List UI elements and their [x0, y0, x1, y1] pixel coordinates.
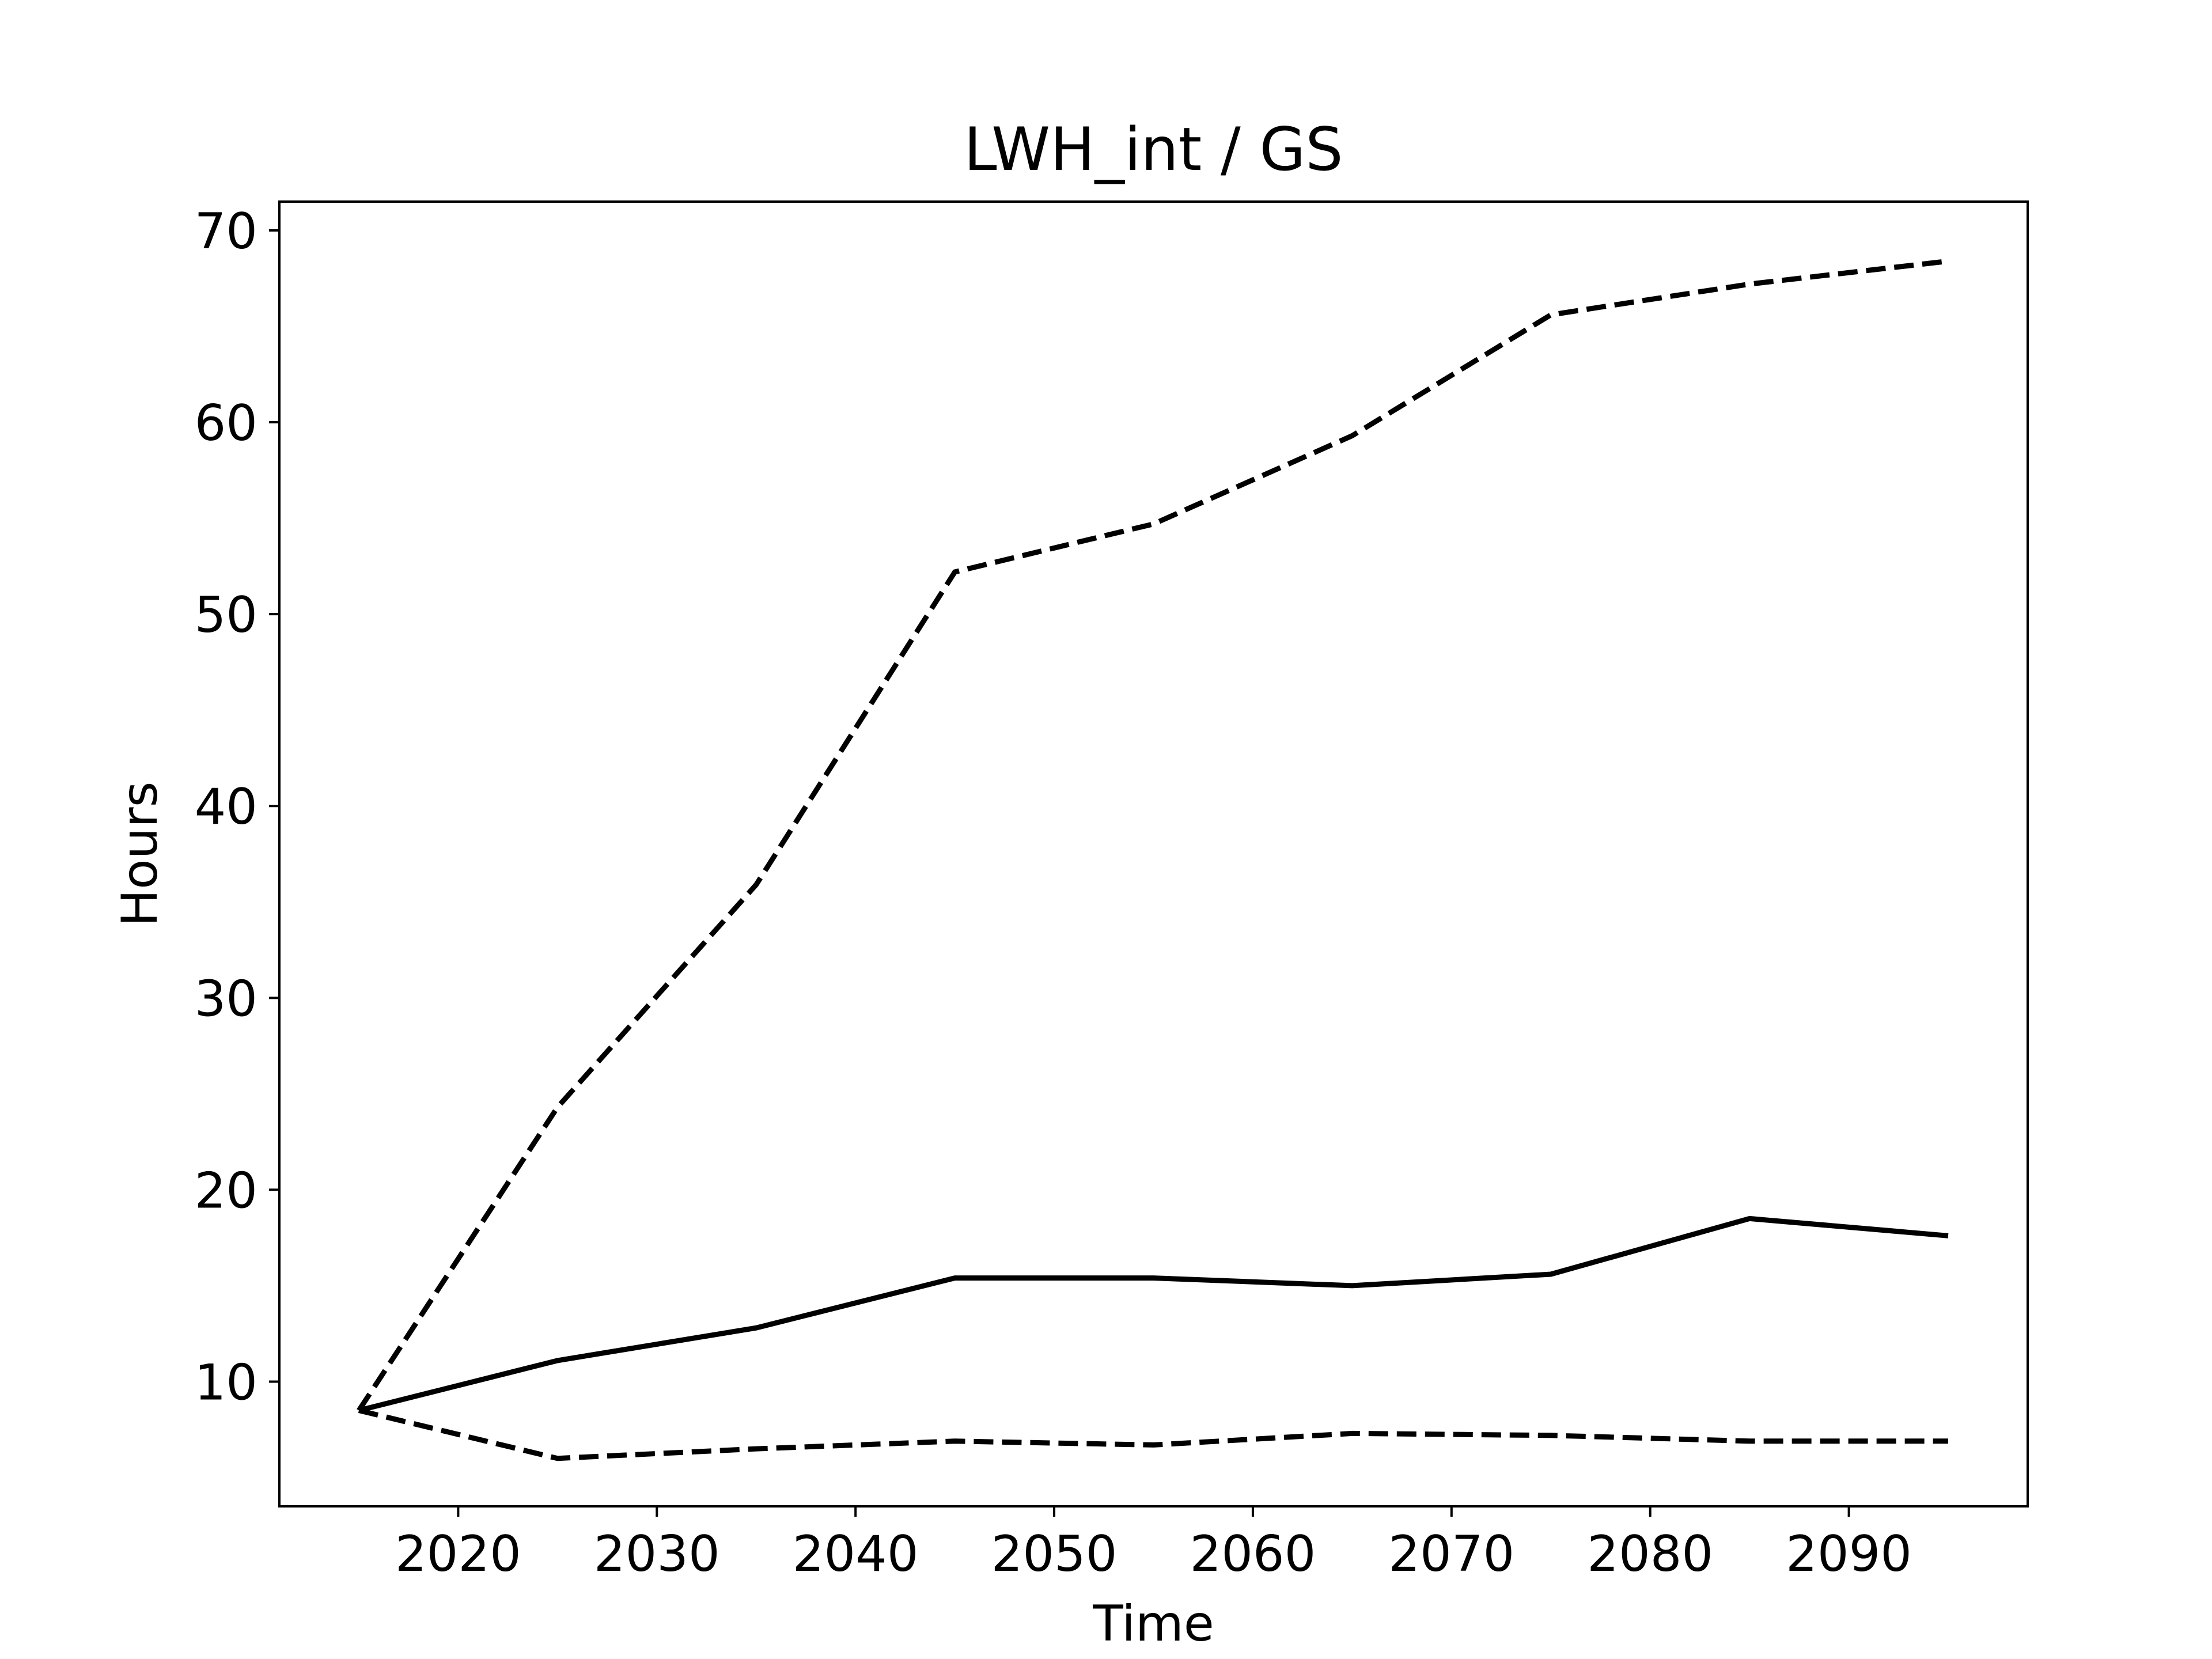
- x-tick-label: 2090: [1786, 1525, 1912, 1583]
- y-tick-label: 10: [195, 1354, 257, 1411]
- y-axis-label: Hours: [111, 782, 169, 927]
- series-line-3: [358, 1408, 1948, 1461]
- y-tick-label: 50: [195, 586, 257, 644]
- x-tick-label: 2050: [991, 1525, 1118, 1583]
- x-tick-label: 2020: [395, 1525, 521, 1583]
- y-tick-label: 20: [195, 1162, 257, 1219]
- x-tick-label: 2030: [594, 1525, 720, 1583]
- y-tick-label: 40: [195, 778, 257, 836]
- y-tick-label: 30: [195, 970, 257, 1028]
- series-layer: [357, 258, 1949, 1461]
- x-tick-label: 2070: [1388, 1525, 1514, 1583]
- y-axis: 10 20 30 40 50 60 70: [195, 203, 279, 1411]
- plot-area-frame: [278, 200, 2029, 1508]
- series-line-2: [357, 258, 1949, 1412]
- x-axis: 2020 2030 2040 2050 2060 2070 2080 2090: [395, 1506, 1912, 1583]
- y-tick-label: 70: [195, 203, 257, 260]
- x-axis-label: Time: [1092, 1595, 1214, 1653]
- y-tick-label: 60: [195, 395, 257, 452]
- series-line-1: [358, 1215, 1949, 1413]
- x-tick-label: 2060: [1190, 1525, 1316, 1583]
- x-tick-label: 2040: [793, 1525, 919, 1583]
- chart-title: LWH_int / GS: [964, 115, 1343, 184]
- x-tick-label: 2080: [1587, 1525, 1713, 1583]
